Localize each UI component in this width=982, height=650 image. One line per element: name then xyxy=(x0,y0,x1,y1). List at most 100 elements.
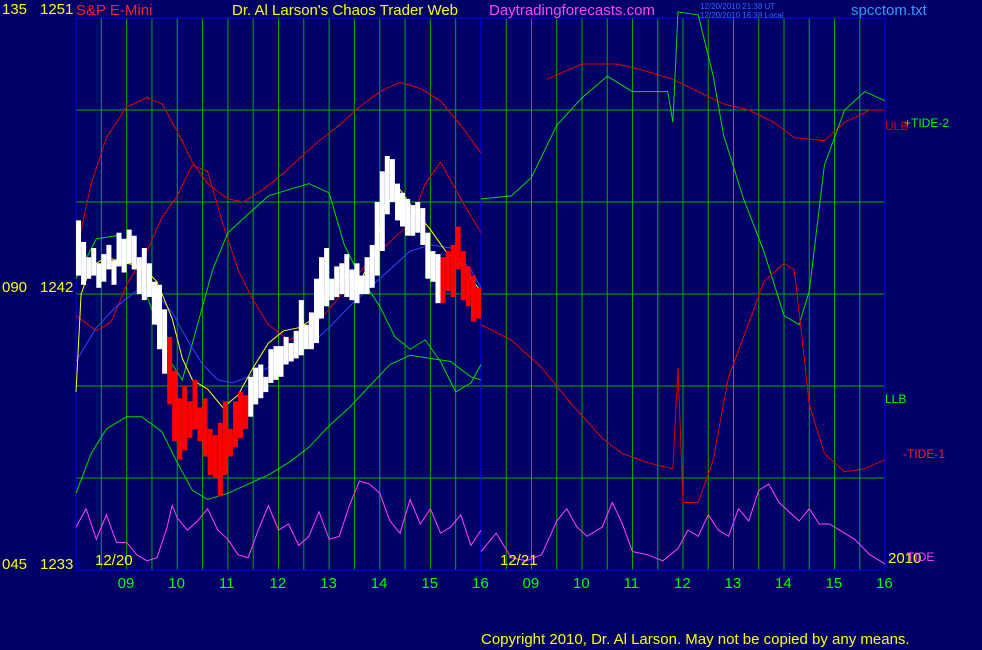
x-tick-day1-13: 13 xyxy=(320,575,337,592)
y-label-top-code: 135 xyxy=(2,1,28,18)
price-bar xyxy=(288,343,294,362)
price-bar xyxy=(273,346,279,380)
right-label-ulb: ULB xyxy=(885,119,908,133)
grid-lines xyxy=(76,18,885,570)
price-bar xyxy=(465,266,471,307)
price-bar xyxy=(81,241,87,285)
x-tick-day1-14: 14 xyxy=(371,575,388,592)
price-bar xyxy=(339,263,345,294)
price-bar xyxy=(430,251,436,282)
price-bar xyxy=(207,428,213,475)
price-bar xyxy=(349,269,355,301)
price-bar xyxy=(476,287,481,319)
price-bar xyxy=(157,284,162,350)
date-label-day1: 12/20 xyxy=(95,552,133,569)
price-bar xyxy=(445,251,451,291)
x-tick-day2-14: 14 xyxy=(775,575,792,592)
price-bar xyxy=(111,260,117,285)
x-tick-day1-10: 10 xyxy=(168,575,185,592)
price-bar xyxy=(222,401,228,475)
price-bar xyxy=(86,257,92,279)
price-bar xyxy=(354,263,360,304)
price-bar xyxy=(126,229,132,264)
price-bar xyxy=(243,395,249,429)
price-bar xyxy=(258,364,264,399)
price-bar xyxy=(91,248,97,276)
x-tick-day2-11: 11 xyxy=(624,575,640,592)
price-bar xyxy=(202,398,208,457)
price-bar xyxy=(96,263,102,288)
price-bar xyxy=(106,244,112,270)
x-tick-day1-16: 16 xyxy=(472,575,489,592)
price-bar xyxy=(136,257,142,294)
x-tick-day2-15: 15 xyxy=(826,575,843,592)
series-ulb xyxy=(546,63,885,142)
y-label-top-price: 1251 xyxy=(40,1,74,18)
price-bar xyxy=(238,392,243,439)
price-bar xyxy=(364,257,370,294)
price-bar xyxy=(227,428,233,457)
price-bar xyxy=(359,275,365,294)
price-bar xyxy=(197,407,203,442)
price-bar xyxy=(141,248,147,301)
price-bar xyxy=(420,208,426,245)
series-tide-2 xyxy=(480,11,886,326)
price-bar xyxy=(389,159,395,202)
price-bars xyxy=(76,156,481,497)
price-bar xyxy=(162,309,168,374)
price-bar xyxy=(410,205,416,236)
series-tide-1 xyxy=(480,262,886,503)
price-bar xyxy=(172,370,178,442)
price-bar xyxy=(217,422,223,497)
series-cycle xyxy=(75,480,482,562)
price-bar xyxy=(374,202,380,276)
price-bar xyxy=(369,244,375,288)
price-bar xyxy=(440,257,446,304)
x-tick-day1-09: 09 xyxy=(118,575,135,592)
price-bar xyxy=(435,254,441,304)
copyright-notice: Copyright 2010, Dr. Al Larson. May not b… xyxy=(481,631,910,648)
price-bar xyxy=(308,312,314,350)
price-bar xyxy=(334,266,340,298)
price-bar xyxy=(455,226,461,270)
price-bar xyxy=(303,324,309,350)
price-bar xyxy=(167,336,173,405)
price-bar xyxy=(268,349,274,383)
x-tick-day2-13: 13 xyxy=(725,575,742,592)
right-label-llb: LLB xyxy=(885,392,906,406)
x-tick-day2-16: 16 xyxy=(876,575,893,592)
price-bar xyxy=(182,386,188,451)
price-bar xyxy=(450,244,456,297)
timestamp-ut: 12/20/2010 21:38 UT xyxy=(700,2,776,11)
price-bar xyxy=(192,379,198,429)
price-bar xyxy=(152,281,157,325)
site-link[interactable]: Daytradingforecasts.com xyxy=(489,2,655,19)
price-bar xyxy=(319,257,324,319)
date-label-year: 2010 xyxy=(888,550,921,567)
x-tick-day2-10: 10 xyxy=(573,575,590,592)
main-title: Dr. Al Larson's Chaos Trader Web xyxy=(232,2,459,19)
series-upper-band xyxy=(75,81,482,255)
x-tick-day1-12: 12 xyxy=(270,575,287,592)
series-lower-band xyxy=(75,354,482,501)
price-bar xyxy=(329,278,335,301)
price-bar xyxy=(283,336,289,365)
price-bar xyxy=(405,198,411,236)
right-label-tide1: -TIDE-1 xyxy=(903,447,945,461)
price-bar xyxy=(298,300,304,356)
price-bar xyxy=(278,346,284,377)
y-label-mid-code: 090 xyxy=(2,279,28,296)
price-bar xyxy=(293,330,299,359)
price-bar xyxy=(314,278,319,344)
price-bar xyxy=(470,275,476,322)
price-bar xyxy=(121,238,127,273)
price-bar xyxy=(415,202,421,233)
price-bar xyxy=(233,401,238,448)
price-bar xyxy=(344,254,350,297)
right-label-tide: TIDE xyxy=(907,550,934,564)
price-bar xyxy=(116,232,122,267)
price-bar xyxy=(212,435,218,478)
price-bar xyxy=(384,156,390,215)
price-bar xyxy=(187,401,193,439)
